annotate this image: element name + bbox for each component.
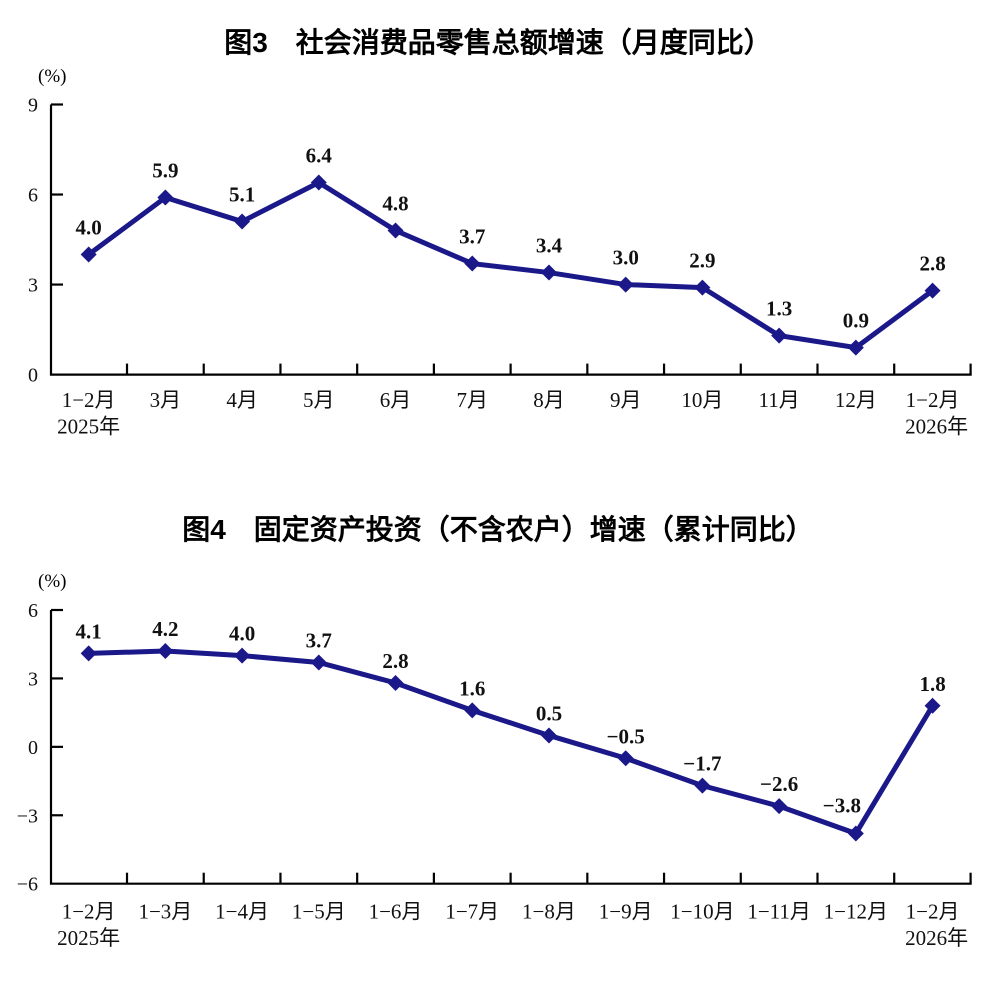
data-point-marker	[310, 174, 327, 191]
figure-4-unit-label: (%)	[38, 571, 67, 592]
data-point-value-label: 4.2	[152, 617, 178, 641]
x-category-sublabel-last: 2026年	[905, 926, 968, 950]
data-point-marker	[847, 339, 864, 356]
data-point-marker	[80, 246, 97, 263]
x-category-label: 4月	[226, 388, 258, 412]
x-category-label: 7月	[457, 388, 489, 412]
data-point-marker	[771, 798, 788, 815]
x-category-label: 12月	[835, 388, 877, 412]
x-category-label: 6月	[380, 388, 412, 412]
axis-lines	[49, 104, 972, 376]
data-point-marker	[464, 255, 481, 272]
x-category-label: 1−6月	[369, 900, 423, 924]
data-point-marker	[387, 222, 404, 239]
data-point-value-label: 6.4	[306, 144, 333, 168]
data-point-marker	[540, 727, 557, 744]
x-category-label: 1−12月	[824, 900, 888, 924]
data-point-value-label: 1.8	[919, 672, 945, 696]
data-point-marker	[924, 697, 941, 714]
data-point-value-label: 4.8	[382, 192, 408, 216]
x-category-label: 1−7月	[445, 900, 499, 924]
data-point-marker	[387, 674, 404, 691]
data-point-value-label: −3.8	[823, 794, 861, 818]
series-line	[88, 648, 935, 837]
data-point-marker	[694, 777, 711, 794]
y-tick-label: 3	[28, 275, 38, 297]
x-category-label: 11月	[759, 388, 800, 412]
x-category-label: 1−8月	[522, 900, 576, 924]
data-point-value-label: −2.6	[760, 772, 798, 796]
y-tick-label: −3	[17, 805, 38, 827]
x-category-label: 1−2月	[906, 388, 960, 412]
data-point-value-label: −0.5	[607, 724, 645, 748]
figure-3-unit-label: (%)	[38, 66, 67, 87]
data-point-value-label: 3.4	[536, 234, 563, 258]
x-category-sublabel-first: 2025年	[57, 415, 120, 439]
data-point-value-label: 2.8	[919, 252, 945, 276]
figure-3-title: 图3 社会消费品零售总额增速（月度同比）	[224, 27, 772, 58]
data-point-value-label: −1.7	[683, 752, 721, 776]
data-point-value-label: 1.6	[459, 676, 485, 700]
data-point-marker	[847, 825, 864, 842]
data-point-value-label: 1.3	[766, 297, 792, 321]
data-point-marker	[310, 654, 327, 671]
data-point-value-label: 0.9	[843, 309, 869, 333]
x-category-label: 1−2月	[62, 388, 116, 412]
y-tick-label: 3	[28, 668, 38, 690]
x-category-label: 1−10月	[670, 900, 734, 924]
data-point-marker	[694, 279, 711, 296]
data-point-value-label: 4.1	[76, 619, 102, 643]
data-point-value-label: 3.7	[459, 225, 485, 249]
x-category-label: 1−11月	[747, 900, 811, 924]
x-category-label: 1−9月	[599, 900, 653, 924]
data-point-marker	[540, 264, 557, 281]
x-category-label: 3月	[150, 388, 182, 412]
data-point-marker	[617, 750, 634, 767]
figure-3-plot: 0 3 6 9 1−2月 3月 4月 5月 6月 7月 8月 9月 10月 11月 12月 1−2月 2025年…	[28, 95, 972, 439]
data-point-marker	[771, 327, 788, 344]
x-category-sublabel-first: 2025年	[57, 926, 120, 950]
data-point-value-label: 2.9	[689, 249, 715, 273]
data-point-value-label: 4.0	[229, 622, 255, 646]
data-point-marker	[464, 702, 481, 719]
data-point-value-label: 3.7	[306, 628, 332, 652]
data-point-value-label: 0.5	[536, 701, 562, 725]
data-point-value-label: 5.1	[229, 183, 255, 207]
x-category-label: 8月	[533, 388, 565, 412]
y-tick-label: 0	[28, 737, 38, 759]
y-tick-label: 0	[28, 365, 38, 387]
data-point-marker	[617, 276, 634, 293]
x-category-label: 10月	[681, 388, 723, 412]
data-point-value-label: 4.0	[76, 216, 102, 240]
x-category-sublabel-last: 2026年	[905, 415, 968, 439]
y-tick-label: 6	[28, 600, 38, 622]
x-category-label: 1−2月	[906, 900, 960, 924]
data-point-marker	[234, 647, 251, 664]
data-point-marker	[234, 213, 251, 230]
x-category-label: 1−5月	[292, 900, 346, 924]
y-tick-label: 9	[28, 95, 38, 117]
figure-4-title: 图4 固定资产投资（不含农户）增速（累计同比）	[182, 514, 814, 545]
data-point-marker	[157, 189, 174, 206]
y-tick-label: −6	[17, 874, 38, 896]
data-point-marker	[157, 643, 174, 660]
data-point-value-label: 5.9	[152, 159, 178, 183]
series-line	[87, 179, 935, 351]
data-point-value-label: 3.0	[613, 246, 639, 270]
data-point-marker	[924, 282, 941, 299]
data-point-value-label: 2.8	[382, 649, 408, 673]
x-category-label: 1−4月	[215, 900, 269, 924]
y-tick-label: 6	[28, 185, 38, 207]
x-category-label: 1−3月	[138, 900, 192, 924]
x-category-label: 5月	[303, 388, 335, 412]
x-category-label: 9月	[610, 388, 642, 412]
x-category-label: 1−2月	[62, 900, 116, 924]
data-point-marker	[80, 645, 97, 662]
figure-4-plot: −6 −3 0 3 6 1−2月 1−3月 1−4月 1−5月 1−6月 1−7月 1−8月 1−9月 1…	[17, 600, 972, 950]
